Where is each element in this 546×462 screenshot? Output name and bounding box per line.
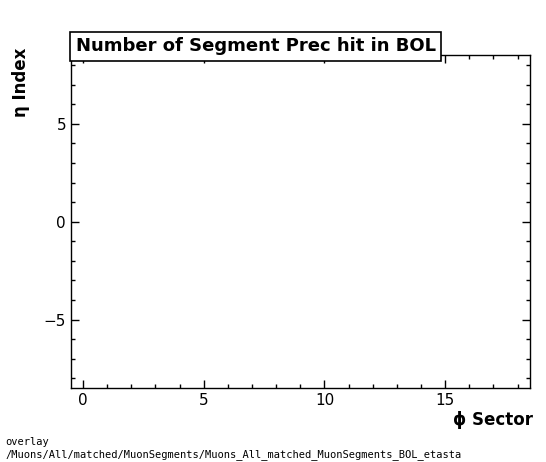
Text: Number of Segment Prec hit in BOL: Number of Segment Prec hit in BOL (75, 37, 436, 55)
Text: overlay
/Muons/All/matched/MuonSegments/Muons_All_matched_MuonSegments_BOL_etast: overlay /Muons/All/matched/MuonSegments/… (5, 437, 462, 460)
Y-axis label: η Index: η Index (11, 48, 29, 117)
X-axis label: ϕ Sector: ϕ Sector (453, 411, 533, 429)
